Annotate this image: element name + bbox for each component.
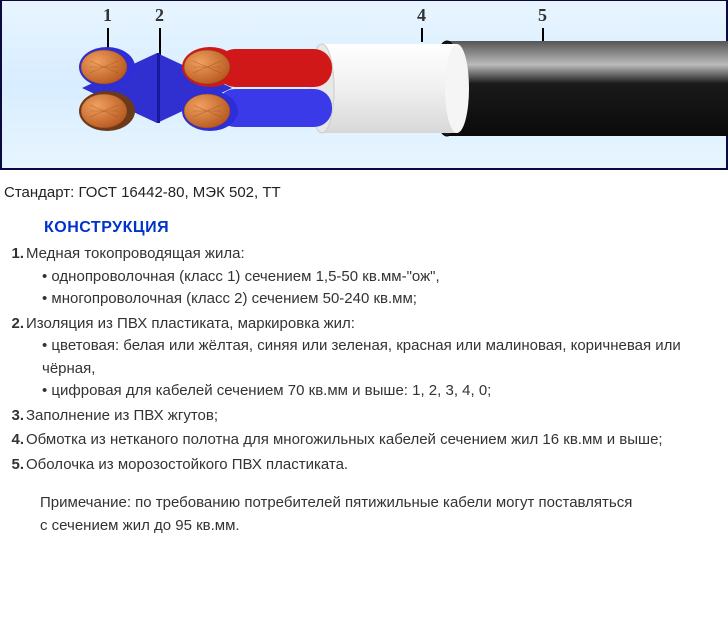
- section-title: КОНСТРУКЦИЯ: [44, 219, 728, 237]
- item-number: 3.: [4, 405, 26, 428]
- callout-2-num: 2: [155, 5, 164, 26]
- note: Примечание: по требованию потребителей п…: [40, 492, 640, 537]
- item-head: Изоляция из ПВХ пластиката, маркировка ж…: [26, 313, 728, 336]
- callout-4-num: 4: [417, 5, 426, 26]
- item-body: Обмотка из нетканого полотна для многожи…: [26, 429, 728, 452]
- item-number: 5.: [4, 454, 26, 477]
- item-head: Обмотка из нетканого полотна для многожи…: [26, 429, 728, 452]
- construction-item: 5.Оболочка из морозостойкого ПВХ пластик…: [4, 454, 728, 477]
- item-sub: цифровая для кабелей сечением 70 кв.мм и…: [26, 380, 728, 403]
- item-sub: однопроволочная (класс 1) сечением 1,5-5…: [26, 266, 728, 289]
- callout-1-num: 1: [103, 5, 112, 26]
- item-body: Оболочка из морозостойкого ПВХ пластикат…: [26, 454, 728, 477]
- construction-item: 3.Заполнение из ПВХ жгутов;: [4, 405, 728, 428]
- cable-svg: [52, 31, 728, 161]
- item-body: Медная токопроводящая жила:однопроволочн…: [26, 243, 728, 311]
- text-block: Стандарт: ГОСТ 16442-80, МЭК 502, ТТ КОН…: [0, 170, 728, 537]
- item-head: Медная токопроводящая жила:: [26, 243, 728, 266]
- item-head: Оболочка из морозостойкого ПВХ пластикат…: [26, 454, 728, 477]
- construction-item: 2.Изоляция из ПВХ пластиката, маркировка…: [4, 313, 728, 403]
- cable-diagram: 1 2 4 5: [0, 0, 728, 170]
- construction-item: 4.Обмотка из нетканого полотна для много…: [4, 429, 728, 452]
- item-number: 1.: [4, 243, 26, 311]
- item-sub: цветовая: белая или жёлтая, синяя или зе…: [26, 335, 728, 380]
- items-list: 1.Медная токопроводящая жила:однопроволо…: [4, 243, 728, 476]
- item-sub: многопроволочная (класс 2) сечением 50-2…: [26, 288, 728, 311]
- item-number: 4.: [4, 429, 26, 452]
- item-number: 2.: [4, 313, 26, 403]
- item-head: Заполнение из ПВХ жгутов;: [26, 405, 728, 428]
- standard-line: Стандарт: ГОСТ 16442-80, МЭК 502, ТТ: [4, 184, 728, 201]
- item-body: Заполнение из ПВХ жгутов;: [26, 405, 728, 428]
- item-body: Изоляция из ПВХ пластиката, маркировка ж…: [26, 313, 728, 403]
- construction-item: 1.Медная токопроводящая жила:однопроволо…: [4, 243, 728, 311]
- callout-5-num: 5: [538, 5, 547, 26]
